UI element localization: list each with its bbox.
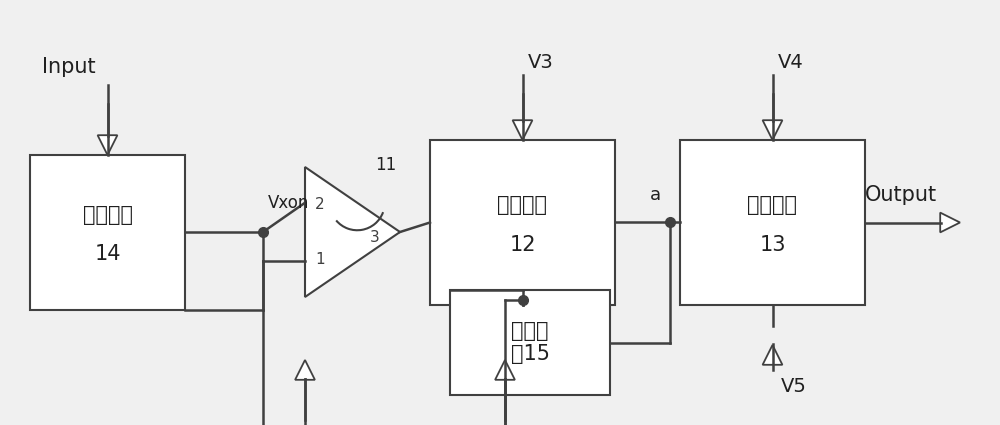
Text: V3: V3 — [528, 53, 553, 72]
Bar — [450, 290, 610, 395]
Text: 13: 13 — [759, 235, 786, 255]
Polygon shape — [295, 360, 315, 380]
Text: 控制模块: 控制模块 — [498, 195, 548, 215]
Text: 14: 14 — [94, 244, 121, 264]
Text: 11: 11 — [375, 156, 396, 174]
Text: Output: Output — [865, 184, 937, 204]
Polygon shape — [763, 345, 782, 365]
Bar — [680, 140, 865, 305]
Polygon shape — [98, 135, 117, 155]
Bar — [30, 155, 185, 310]
Bar — [430, 140, 615, 305]
Text: Input: Input — [42, 57, 96, 77]
Text: V5: V5 — [780, 377, 806, 396]
Text: V4: V4 — [778, 53, 803, 72]
Polygon shape — [305, 167, 400, 297]
Text: a: a — [649, 186, 661, 204]
Polygon shape — [495, 360, 515, 380]
Text: 12: 12 — [509, 235, 536, 255]
Text: 输出模块: 输出模块 — [748, 195, 798, 215]
Polygon shape — [513, 120, 532, 140]
Text: 2: 2 — [315, 196, 325, 212]
Polygon shape — [940, 212, 960, 232]
Text: 3: 3 — [370, 230, 380, 244]
Text: 滤波模
快15: 滤波模 快15 — [511, 321, 550, 364]
Polygon shape — [763, 120, 782, 140]
Text: 分压模块: 分压模块 — [82, 204, 132, 224]
Text: Vxon: Vxon — [268, 194, 309, 212]
Text: 1: 1 — [315, 252, 325, 267]
